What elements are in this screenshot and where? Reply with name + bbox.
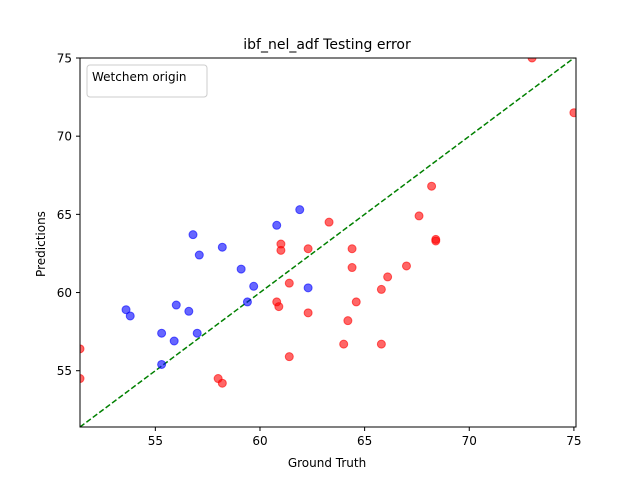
data-point xyxy=(194,250,204,260)
reference-line-y-equals-x xyxy=(79,57,575,428)
data-point xyxy=(121,305,131,315)
data-point xyxy=(414,211,424,221)
data-point xyxy=(274,302,284,312)
data-point xyxy=(217,242,227,252)
data-point xyxy=(125,311,135,321)
y-axis-label: Predictions xyxy=(34,211,48,277)
x-tick-label: 70 xyxy=(462,434,477,448)
axes: 55 60 65 70 75 55 60 65 70 75 xyxy=(57,52,582,449)
points-group xyxy=(80,58,576,388)
legend: Wetchem origin xyxy=(86,64,208,98)
data-point xyxy=(401,261,411,271)
data-point xyxy=(217,378,227,388)
data-point xyxy=(569,108,576,118)
data-point xyxy=(272,220,282,230)
data-point xyxy=(383,272,393,282)
y-tick-label: 65 xyxy=(57,208,72,222)
data-point xyxy=(236,264,246,274)
data-point xyxy=(276,239,286,249)
y-tick-label: 55 xyxy=(57,364,72,378)
x-tick-label: 60 xyxy=(252,434,267,448)
x-tick-label: 55 xyxy=(148,434,163,448)
y-tick-label: 70 xyxy=(57,130,72,144)
data-point xyxy=(157,328,167,338)
data-point xyxy=(249,281,259,291)
data-point xyxy=(431,234,441,244)
data-point xyxy=(351,297,361,307)
data-point xyxy=(284,352,294,362)
data-point xyxy=(303,283,313,293)
data-point xyxy=(343,316,353,326)
data-point xyxy=(339,339,349,349)
y-tick-label: 60 xyxy=(57,286,72,300)
data-point xyxy=(169,336,179,346)
data-point xyxy=(80,344,85,354)
data-point xyxy=(80,374,85,384)
data-point xyxy=(324,217,334,227)
x-axis-label: Ground Truth xyxy=(288,456,366,470)
y-tick-label: 75 xyxy=(57,52,72,66)
plot-frame xyxy=(79,57,577,428)
data-point xyxy=(347,263,357,273)
data-point xyxy=(171,300,181,310)
legend-box xyxy=(86,64,208,98)
data-point xyxy=(184,306,194,316)
data-point xyxy=(242,297,252,307)
data-point xyxy=(427,181,437,191)
data-point xyxy=(527,58,537,63)
legend-title: Wetchem origin xyxy=(92,70,187,84)
x-tick-label: 75 xyxy=(566,434,581,448)
data-point xyxy=(192,328,202,338)
data-point xyxy=(303,244,313,254)
x-tick-label: 65 xyxy=(357,434,372,448)
plot-area xyxy=(79,57,576,428)
data-point xyxy=(347,244,357,254)
data-point xyxy=(376,339,386,349)
data-point xyxy=(303,308,313,318)
data-point xyxy=(376,284,386,294)
data-point xyxy=(188,230,198,240)
data-point xyxy=(157,359,167,369)
data-point xyxy=(295,205,305,215)
chart-title: ibf_nel_adf Testing error xyxy=(243,37,411,53)
data-point xyxy=(284,278,294,288)
